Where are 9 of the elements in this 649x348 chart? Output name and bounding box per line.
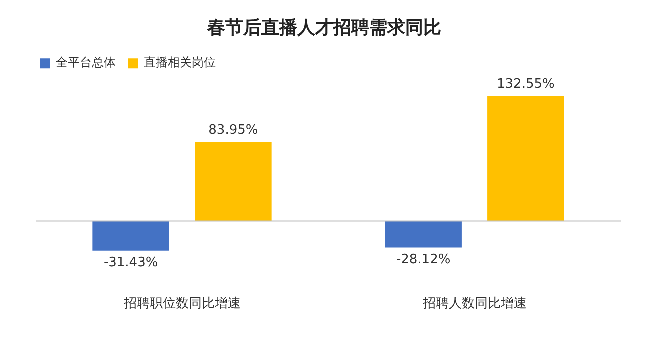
data-label: 83.95% xyxy=(208,122,258,138)
data-label: 132.55% xyxy=(497,76,555,92)
x-tick-label: 招聘职位数同比增速 xyxy=(122,296,241,312)
data-label: -28.12% xyxy=(396,252,451,268)
legend-label: 全平台总体 xyxy=(56,56,116,70)
chart-title: 春节后直播人才招聘需求同比 xyxy=(206,17,442,38)
legend-label: 直播相关岗位 xyxy=(144,56,216,70)
data-label: -31.43% xyxy=(104,256,158,271)
x-tick-label: 招聘人数同比增速 xyxy=(422,296,527,312)
